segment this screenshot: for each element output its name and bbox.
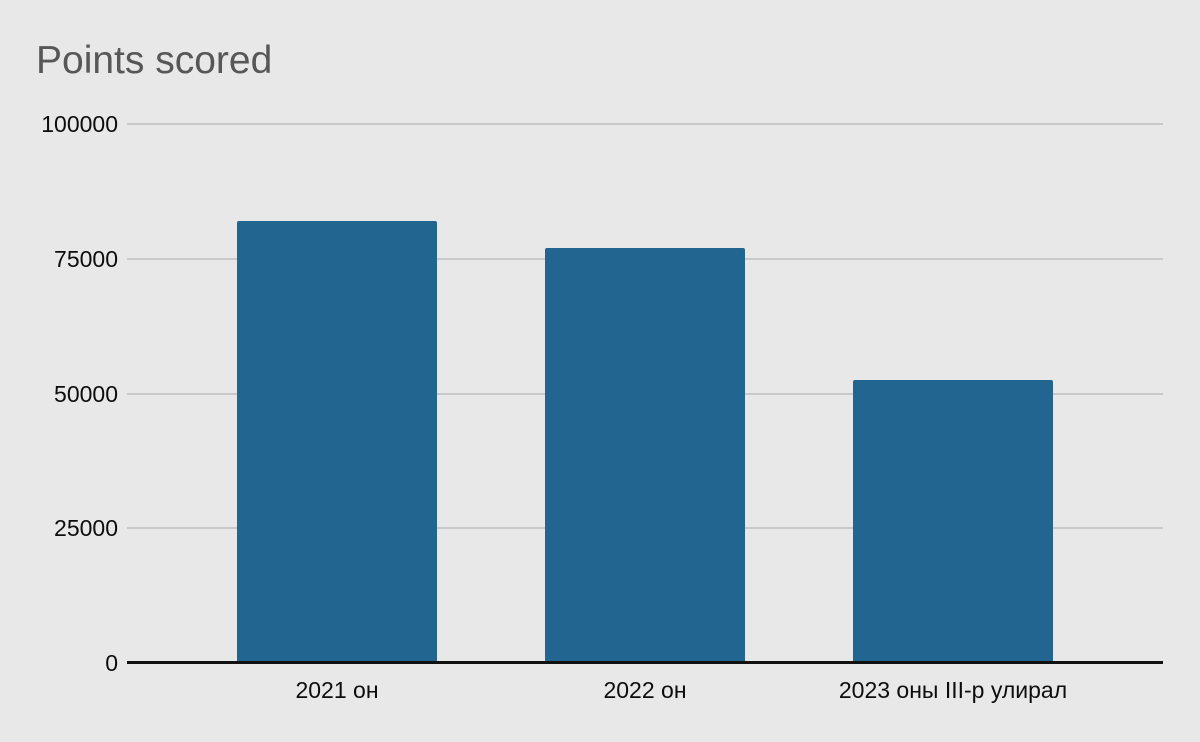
y-axis: 0 25000 50000 75000 100000 (0, 112, 118, 675)
y-tick-label: 75000 (54, 245, 118, 272)
y-tick-label: 25000 (54, 515, 118, 542)
x-axis: 2021 он 2022 он 2023 оны III-р улирал (127, 676, 1163, 704)
x-tick-label: 2021 он (295, 677, 379, 703)
gridline (127, 123, 1163, 125)
bars-row (127, 124, 1163, 663)
bar-2 (545, 247, 745, 663)
bar-1 (237, 221, 437, 663)
bar-3 (853, 380, 1053, 663)
x-tick-label: 2022 он (603, 677, 687, 703)
x-tick-label: 2023 оны III-р улирал (838, 677, 1068, 703)
y-tick-label: 100000 (41, 111, 118, 137)
y-tick-label: 0 (105, 650, 118, 676)
plot-area (127, 123, 1163, 664)
chart-title: Points scored (36, 39, 273, 82)
x-axis-baseline (127, 661, 1163, 664)
y-tick-label: 50000 (54, 380, 118, 407)
